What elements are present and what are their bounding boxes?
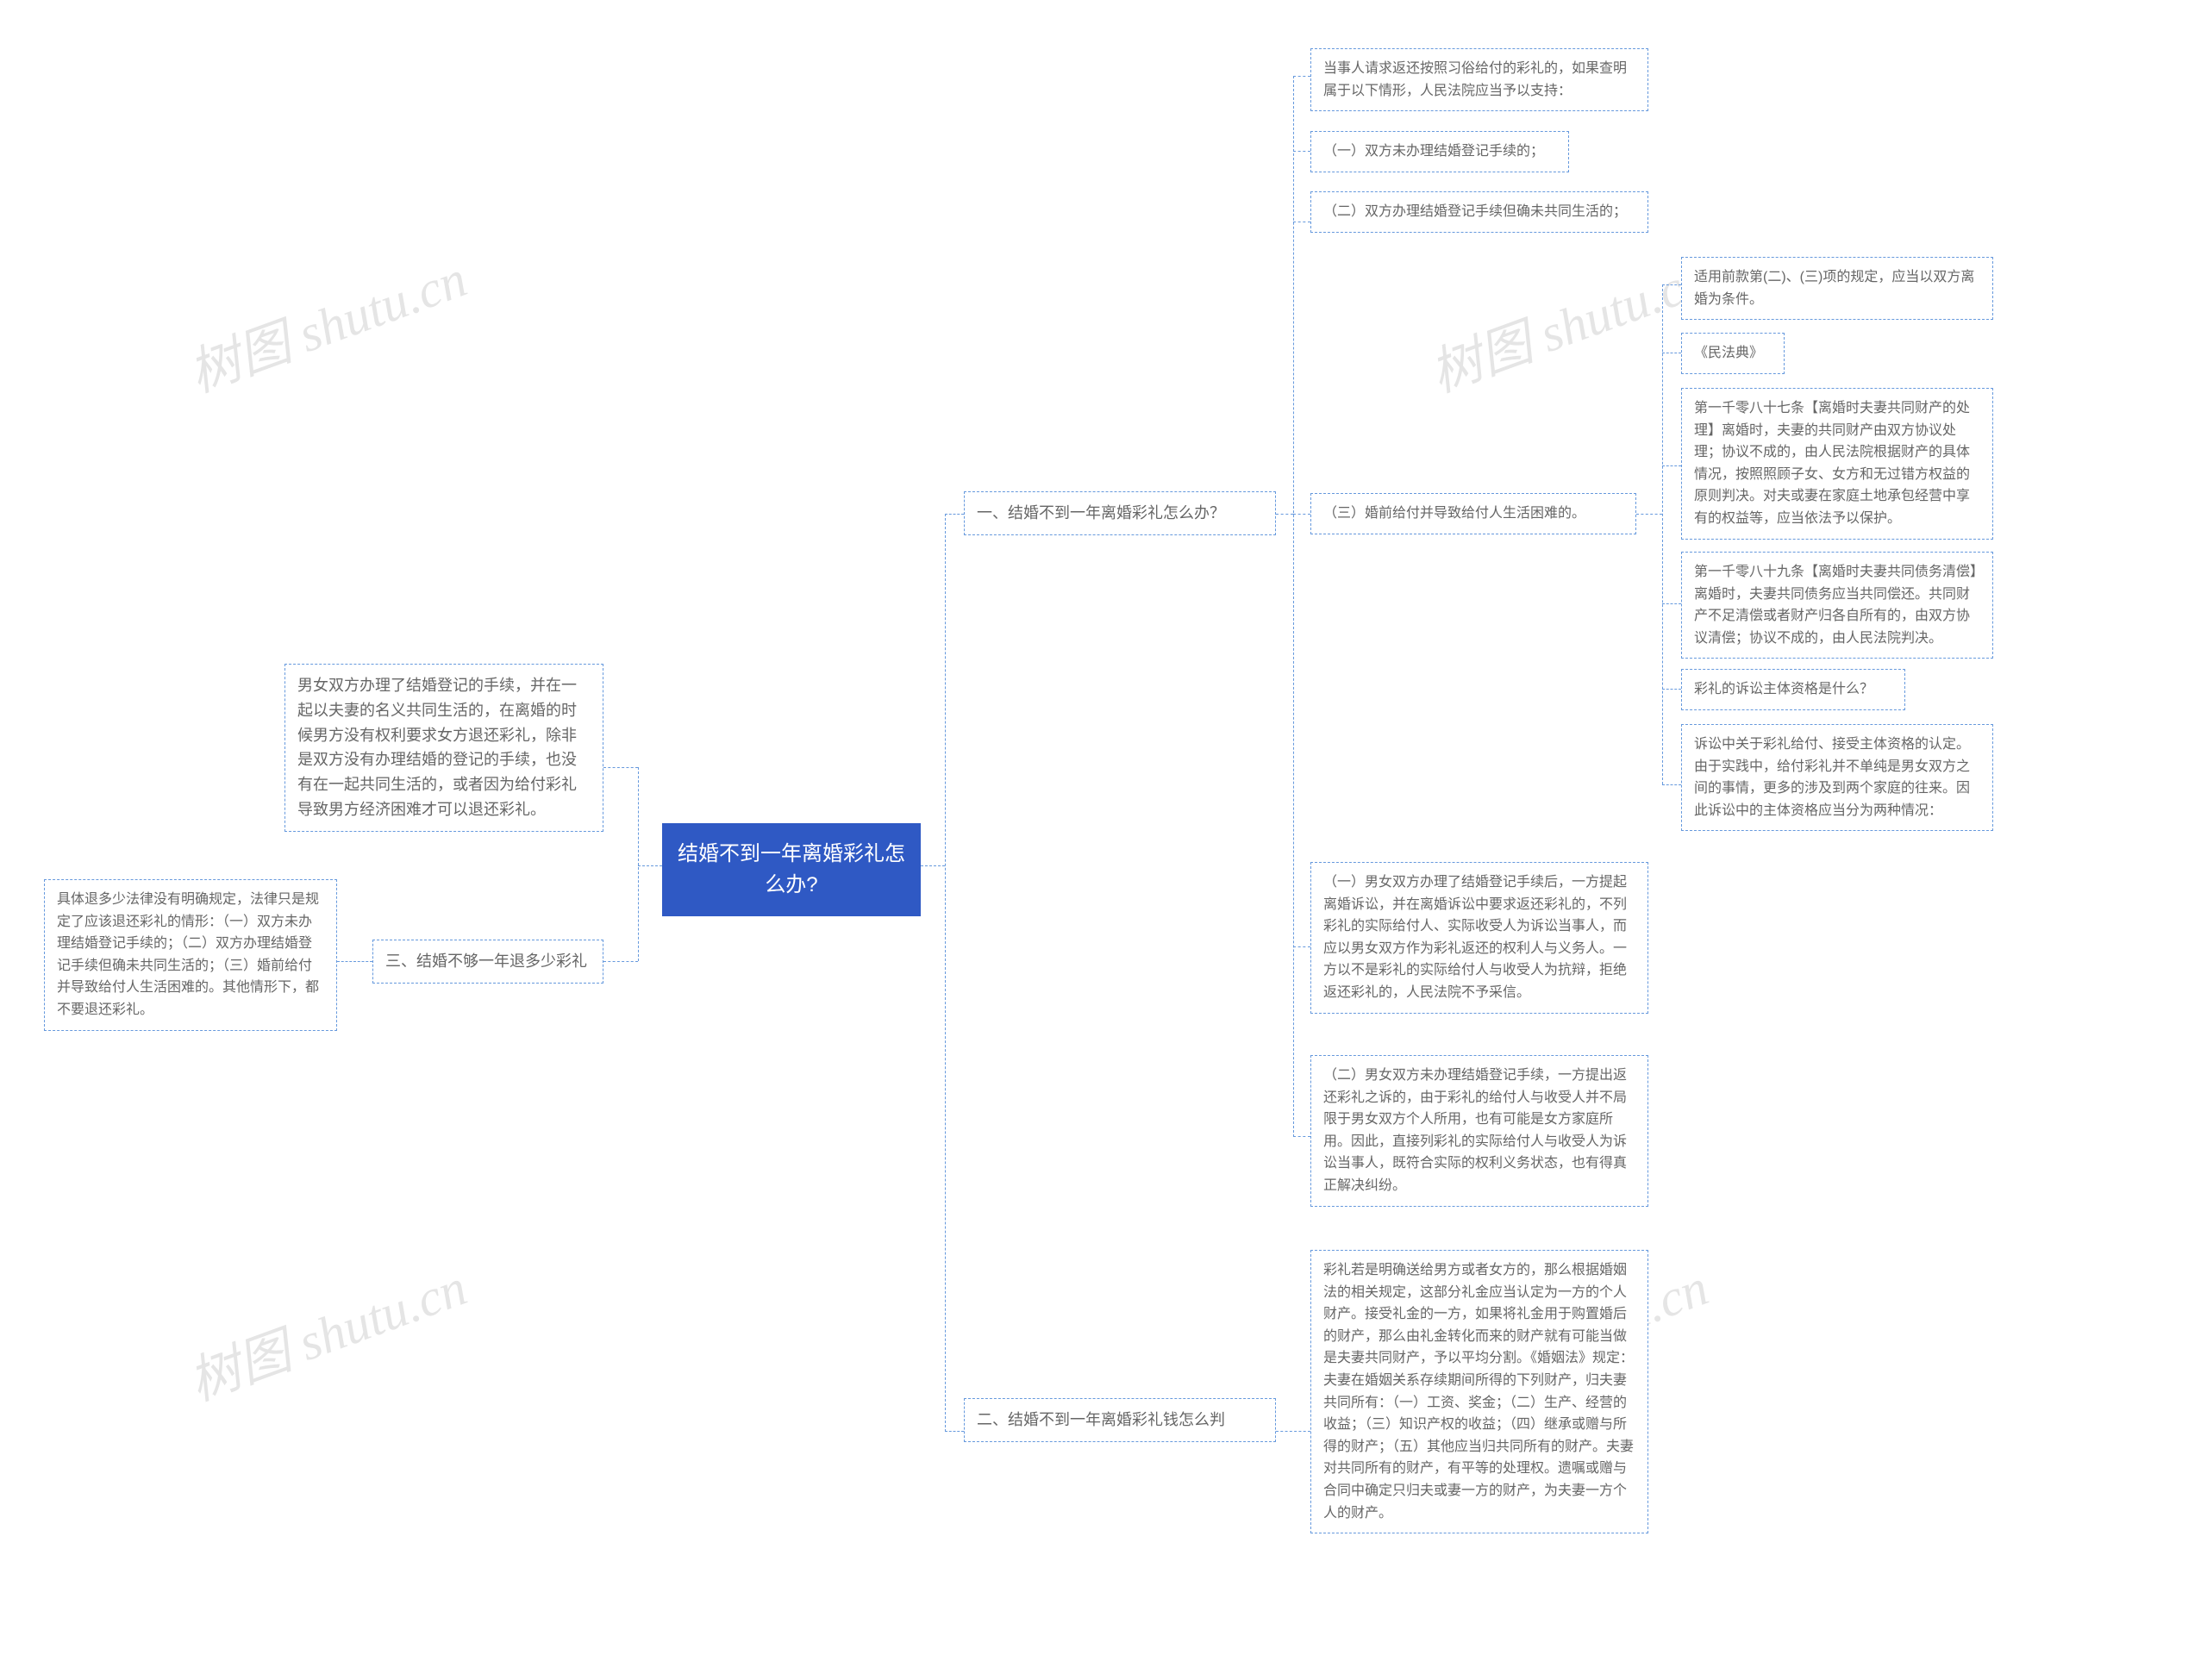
section3-title-node: 三、结婚不够一年退多少彩礼 [372,940,603,984]
root-node: 结婚不到一年离婚彩礼怎么办? [662,823,921,916]
section2-body-node: 彩礼若是明确送给男方或者女方的，那么根据婚姻法的相关规定，这部分礼金应当认定为一… [1310,1250,1648,1533]
s1-n4-c3: 第一千零八十七条【离婚时夫妻共同财产的处理】离婚时，夫妻的共同财产由双方协议处理… [1681,388,1993,540]
s1-n4-c2: 《民法典》 [1681,333,1785,374]
conn-s1n4-c1 [1662,284,1681,285]
s1-n4-title: （三）婚前给付并导致给付人生活困难的。 [1310,493,1636,534]
watermark: 树图 shutu.cn [1418,237,1716,407]
conn-s3-title-body [337,961,372,962]
s1-n3: （二）双方办理结婚登记手续但确未共同生活的； [1310,191,1648,233]
conn-left-to-intro [603,767,638,768]
section3-body-node: 具体退多少法律没有明确规定，法律只是规定了应该退还彩礼的情形：（一）双方未办理结… [44,879,337,1031]
conn-s1n4-c3 [1662,465,1681,466]
s1-n1: 当事人请求返还按照习俗给付的彩礼的，如果查明属于以下情形，人民法院应当予以支持： [1310,48,1648,111]
s1-n6: （二）男女双方未办理结婚登记手续，一方提出返还彩礼之诉的，由于彩礼的给付人与收受… [1310,1055,1648,1207]
conn-s1n4-c6 [1662,784,1681,785]
s1-n2: （一）双方未办理结婚登记手续的； [1310,131,1569,172]
conn-left-trunk [638,767,639,961]
conn-to-s1 [945,514,964,515]
conn-s1-trunk [1293,76,1294,1137]
conn-s1-out [1276,514,1293,515]
conn-s1-n6 [1293,1136,1310,1137]
s1-n4-c6: 诉讼中关于彩礼给付、接受主体资格的认定。由于实践中，给付彩礼并不单纯是男女双方之… [1681,724,1993,831]
conn-right-trunk [945,514,946,1432]
left-intro-node: 男女双方办理了结婚登记的手续，并在一起以夫妻的名义共同生活的，在离婚的时候男方没… [284,664,603,832]
watermark: 树图 shutu.cn [177,1246,475,1415]
s1-n5: （一）男女双方办理了结婚登记手续后，一方提起离婚诉讼，并在离婚诉讼中要求返还彩礼… [1310,862,1648,1014]
section1-title-node: 一、结婚不到一年离婚彩礼怎么办？ [964,491,1276,535]
conn-root-left [638,865,662,866]
conn-s1-n1 [1293,76,1310,77]
conn-s1n4-c5 [1662,689,1681,690]
section2-title-node: 二、结婚不到一年离婚彩礼钱怎么判 [964,1398,1276,1442]
conn-s1n4-c4 [1662,603,1681,604]
s1-n4-c5: 彩礼的诉讼主体资格是什么？ [1681,669,1905,710]
conn-s2-out [1276,1431,1310,1432]
conn-s1-n2 [1293,151,1310,152]
conn-s1-n4 [1293,514,1310,515]
conn-s1-n5 [1293,946,1310,947]
s1-n4-c4: 第一千零八十九条【离婚时夫妻共同债务清偿】离婚时，夫妻共同债务应当共同偿还。共同… [1681,552,1993,659]
watermark: 树图 shutu.cn [177,237,475,407]
conn-s1n4-out [1636,514,1662,515]
conn-s1n4-trunk [1662,284,1663,784]
conn-to-s2 [945,1431,964,1432]
conn-root-right [921,865,945,866]
conn-left-to-s3 [603,961,638,962]
s1-n4-c1: 适用前款第(二)、(三)项的规定，应当以双方离婚为条件。 [1681,257,1993,320]
